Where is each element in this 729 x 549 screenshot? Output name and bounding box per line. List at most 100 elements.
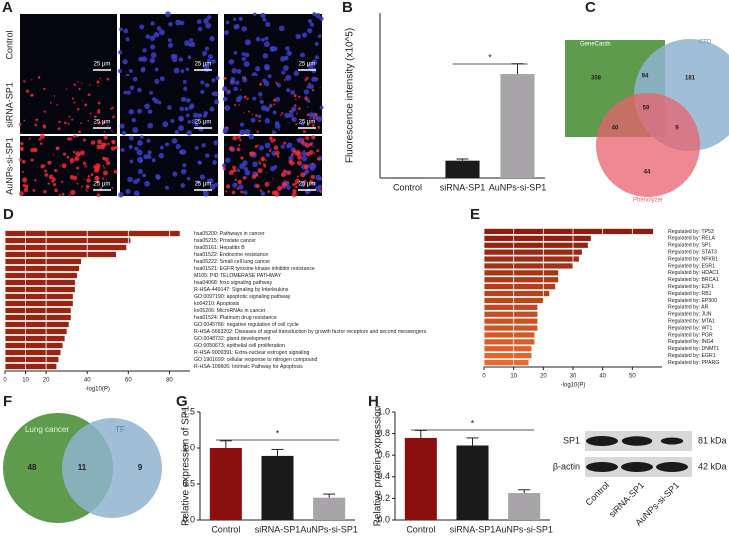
nucleus [252, 96, 257, 101]
nucleus [312, 12, 317, 17]
red-signal [43, 164, 46, 167]
nucleus [121, 130, 127, 136]
x-tick-label: siRNA-SP1 [450, 524, 496, 534]
micrograph-bg [224, 14, 322, 76]
nucleus [178, 149, 184, 154]
red-signal [61, 163, 67, 169]
micrograph: 25 μm [117, 11, 218, 78]
red-signal [39, 142, 43, 145]
nucleus [159, 145, 164, 150]
micrograph: 25 μm [222, 74, 324, 136]
bar [484, 235, 591, 241]
nucleus [133, 190, 140, 197]
red-signal [232, 165, 236, 170]
nucleus [168, 21, 173, 27]
nucleus [136, 149, 143, 156]
nucleus [162, 121, 169, 128]
red-signal [270, 138, 273, 141]
x-tick-label: AuNPs-si-SP1 [300, 524, 358, 534]
red-signal [316, 157, 321, 161]
red-signal [96, 144, 102, 150]
red-signal [317, 125, 321, 129]
nucleus [234, 80, 240, 86]
nucleus [213, 140, 219, 146]
bar [484, 325, 538, 331]
venn-set [62, 418, 162, 518]
category-label: hsa05200: Pathways in cancer [194, 231, 265, 237]
red-signal [255, 184, 260, 189]
red-signal [264, 166, 267, 168]
red-signal [62, 152, 67, 156]
nucleus [233, 24, 239, 30]
red-signal [68, 194, 71, 197]
red-signal [49, 101, 52, 104]
nucleus [186, 176, 191, 181]
red-signal [110, 146, 116, 151]
red-signal [61, 192, 65, 196]
y-tick-label: 1.0 [377, 406, 390, 416]
bar [5, 356, 59, 363]
nucleus [196, 180, 200, 184]
y-tick-label: 0.0 [377, 514, 390, 524]
red-signal [275, 150, 280, 156]
red-signal [269, 181, 271, 184]
nucleus [197, 113, 203, 119]
nucleus [312, 181, 317, 186]
nucleus [264, 36, 269, 41]
size-label: 42 kDa [698, 461, 727, 471]
row-label: siRNA-SP1 [4, 82, 14, 128]
red-signal [236, 147, 241, 152]
red-signal [275, 82, 278, 85]
nucleus [255, 36, 261, 42]
red-signal [240, 190, 244, 194]
nucleus [290, 90, 296, 95]
red-signal [300, 172, 306, 178]
venn-label: Lung cancer [25, 425, 69, 434]
nucleus [180, 183, 186, 188]
category-label: Regulated by: ESR1 [668, 263, 715, 269]
category-label: GO:0050673: epithelial cell proliferatio… [194, 343, 285, 349]
red-signal [74, 158, 77, 161]
venn-count: 308 [591, 76, 602, 82]
nucleus [144, 103, 150, 110]
micrograph: 25 μm [224, 12, 324, 79]
category-label: Regulated by: NFKB1 [668, 256, 718, 262]
nucleus [253, 12, 257, 17]
red-signal [305, 76, 309, 80]
scale-bar-label: 25 μm [94, 182, 111, 188]
nucleus [314, 41, 319, 46]
venn-count: 9 [138, 463, 143, 472]
red-signal [93, 167, 99, 173]
nucleus [197, 26, 203, 32]
category-label: Regulated by: EGR1 [668, 353, 716, 359]
red-signal [34, 179, 37, 182]
red-signal [278, 129, 280, 131]
category-label: R-HSA-449147: Signaling by Interleukins [194, 287, 289, 293]
red-signal [281, 112, 284, 115]
size-label: 81 kDa [698, 435, 727, 445]
red-signal [224, 77, 227, 80]
nucleus [274, 123, 281, 129]
red-signal [316, 77, 318, 79]
scale-bar-label: 25 μm [94, 62, 111, 68]
red-signal [74, 84, 77, 87]
nucleus [118, 50, 123, 55]
venn-count: 94 [642, 74, 649, 80]
red-signal [242, 175, 247, 180]
panel-letter: D [3, 206, 14, 223]
nucleus [173, 54, 178, 59]
red-signal [246, 97, 249, 101]
nucleus [309, 84, 315, 89]
nucleus [171, 138, 178, 144]
bar [484, 332, 535, 338]
nucleus [309, 22, 315, 27]
nucleus [300, 121, 305, 126]
nucleus [228, 59, 235, 65]
nucleus [149, 57, 155, 64]
nucleus [286, 50, 292, 56]
red-signal [256, 130, 259, 133]
bar [390, 177, 425, 179]
red-signal [54, 169, 58, 173]
bar [5, 363, 57, 370]
red-signal [312, 145, 315, 148]
